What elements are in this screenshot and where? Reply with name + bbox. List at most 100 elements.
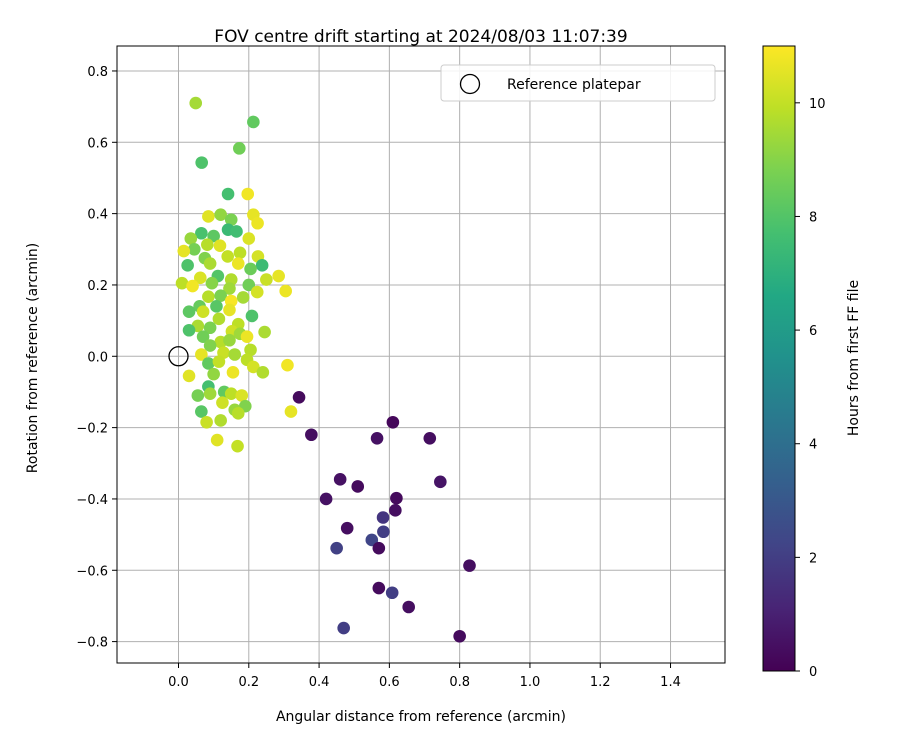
data-point <box>207 367 220 381</box>
data-point <box>231 439 244 453</box>
data-point <box>186 279 199 293</box>
data-point <box>256 366 270 379</box>
y-ticks: −0.8 −0.6 −0.4 −0.2 0.0 0.2 0.4 0.6 0.8 <box>76 65 117 651</box>
x-tick-label: 0.6 <box>379 675 400 690</box>
data-point <box>202 210 215 223</box>
data-point <box>195 226 208 240</box>
data-point <box>236 291 250 304</box>
data-point <box>231 407 245 420</box>
data-point <box>182 323 196 337</box>
data-point <box>423 432 437 445</box>
data-point <box>182 305 196 319</box>
data-point <box>191 389 205 402</box>
data-point <box>175 276 189 290</box>
data-point <box>453 629 466 643</box>
data-points <box>168 96 476 643</box>
data-point <box>228 348 242 361</box>
data-point <box>390 491 403 505</box>
data-point <box>213 239 227 253</box>
data-point <box>242 278 256 292</box>
data-point <box>224 387 238 401</box>
colorbar: 0 2 4 6 8 10 Hours from first FF file <box>762 45 862 680</box>
data-point <box>223 333 236 347</box>
data-point <box>223 282 236 295</box>
chart-title: FOV centre drift starting at 2024/08/03 … <box>214 27 627 47</box>
data-point <box>221 187 235 201</box>
y-axis-label: Rotation from reference (arcmin) <box>25 243 41 473</box>
data-point <box>258 325 271 339</box>
colorbar-tick-label: 2 <box>809 551 817 566</box>
data-point <box>281 358 294 372</box>
legend: Reference platepar <box>440 64 716 102</box>
data-point <box>370 432 384 445</box>
data-point <box>193 271 207 285</box>
y-tick-label: −0.2 <box>76 422 108 437</box>
x-axis-label: Angular distance from reference (arcmin) <box>276 709 566 725</box>
y-tick-label: −0.8 <box>76 636 108 651</box>
data-point <box>195 348 208 361</box>
data-point <box>389 504 402 517</box>
x-ticks: 0.0 0.2 0.4 0.6 0.8 1.0 1.2 1.4 <box>168 663 681 690</box>
colorbar-gradient <box>762 45 796 672</box>
data-point <box>216 396 229 409</box>
x-tick-label: 0.4 <box>309 675 330 690</box>
data-point <box>330 541 343 555</box>
data-point <box>376 511 390 524</box>
x-tick-label: 0.0 <box>168 675 189 690</box>
data-point <box>205 276 219 290</box>
data-point <box>247 360 260 374</box>
data-point <box>195 405 208 418</box>
legend-box <box>440 64 716 102</box>
data-point <box>196 305 210 319</box>
data-point <box>402 600 415 614</box>
data-point <box>214 414 227 427</box>
data-point <box>292 390 306 404</box>
y-tick-label: −0.4 <box>76 493 108 508</box>
x-tick-label: 0.2 <box>238 675 259 690</box>
data-point <box>247 115 260 129</box>
data-point <box>233 246 247 260</box>
data-point <box>244 262 257 276</box>
data-point <box>240 330 254 343</box>
y-tick-label: 0.2 <box>87 279 108 294</box>
data-point <box>177 244 191 258</box>
data-point <box>279 284 292 298</box>
data-point <box>214 289 227 302</box>
data-point <box>223 303 236 317</box>
data-point <box>386 415 400 429</box>
colorbar-label: Hours from first FF file <box>846 280 862 436</box>
x-tick-label: 1.2 <box>590 675 611 690</box>
colorbar-tick-label: 6 <box>809 324 817 339</box>
data-point <box>196 330 210 343</box>
data-point <box>251 216 264 230</box>
data-point <box>231 257 245 270</box>
data-point <box>241 187 255 201</box>
data-point <box>210 433 224 447</box>
y-tick-label: 0.6 <box>87 136 108 151</box>
legend-marker-reference <box>459 73 481 95</box>
data-point <box>212 312 226 326</box>
data-point <box>221 250 235 263</box>
data-point <box>226 366 240 379</box>
data-point <box>203 387 217 401</box>
data-point <box>203 257 217 270</box>
reference-platepar-marker <box>168 346 189 367</box>
data-point <box>200 415 213 429</box>
data-point <box>284 405 298 418</box>
data-point <box>210 300 223 313</box>
data-point <box>260 273 273 286</box>
x-tick-label: 0.8 <box>449 675 470 690</box>
data-point <box>224 213 238 226</box>
data-point <box>377 525 390 539</box>
data-point <box>244 343 257 357</box>
data-point <box>195 156 208 169</box>
grid <box>117 46 725 663</box>
y-tick-label: 0.0 <box>87 350 108 365</box>
data-point <box>245 309 259 323</box>
data-point <box>201 238 214 251</box>
data-point <box>337 621 350 635</box>
data-point <box>434 475 447 489</box>
legend-label-reference: Reference platepar <box>507 77 641 93</box>
data-point <box>182 369 196 383</box>
data-point <box>385 586 399 600</box>
